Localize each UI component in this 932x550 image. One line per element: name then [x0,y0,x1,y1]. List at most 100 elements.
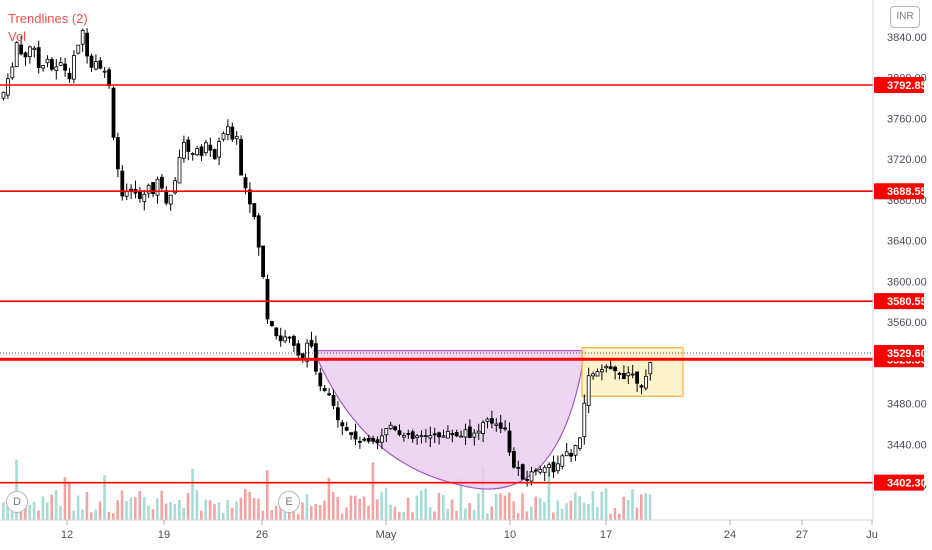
candle-body [230,126,235,140]
volume-bar [552,512,555,520]
volume-bar [393,506,397,520]
volume-bar [428,507,432,520]
volume-bar [622,496,625,520]
volume-bar [609,513,612,520]
volume-bar [415,495,419,520]
candle-body [525,478,529,481]
candle-body [591,373,595,377]
candle-body [54,66,59,71]
earnings-event-badge[interactable]: E [278,491,300,513]
volume-bar [569,500,573,520]
candle-body [243,177,248,189]
volume-bar [547,471,551,520]
level-price-tag [874,77,924,94]
candle-body [564,451,569,457]
volume-bar [305,494,309,520]
volume-bar [380,492,383,520]
volume-bar [640,494,643,520]
volume-bar [226,499,229,520]
candle-body [208,144,213,151]
candle-body [503,427,508,430]
candle-body [366,438,371,442]
level-price-label: 3402.30 [887,478,927,490]
candle-body [547,464,551,468]
candle-body [94,61,98,70]
candle-body [604,366,609,369]
volume-bar [446,508,449,520]
volume-bar [217,502,221,520]
candle-body [102,70,107,73]
dividend-event-badge[interactable]: D [6,491,28,513]
candle-body [520,464,525,480]
candle-body [309,339,314,347]
price-axis[interactable]: 3840.003800.003760.003720.003680.003640.… [887,32,927,492]
volume-bar [402,511,405,520]
volume-bar [142,496,146,520]
candle-body [498,422,503,429]
volume-bar [248,491,251,520]
time-tick-label: May [376,529,397,541]
time-axis[interactable]: 12 19 26 May 10 17 24 27 Ju [61,520,878,541]
level-price-tag [874,293,924,310]
candle-body [14,42,19,67]
candle-body [234,136,239,140]
chart-legend: Trendlines (2) Vol [8,10,88,46]
volume-bar [327,477,331,520]
candle-body [467,426,472,439]
candle-body [472,432,477,438]
price-tick-label: 3600.00 [887,276,927,288]
candle-body [111,87,116,138]
candle-body [459,435,464,438]
time-tick-label: 24 [724,529,736,541]
currency-badge[interactable]: INR [890,6,920,28]
volume-bar [72,510,75,520]
legend-trendlines[interactable]: Trendlines (2) [8,11,88,26]
candle-body [432,433,437,436]
candle-body [287,336,292,339]
volume-bar [160,490,163,520]
volume-bar [626,500,630,520]
candle-body [600,369,604,373]
volume-bar [244,489,247,520]
volume-bar [582,502,586,520]
volume-bar [274,505,278,520]
candle-body [481,422,486,434]
volume-bar [424,488,427,520]
candle-body [274,327,279,337]
volume-bar [310,506,313,520]
time-tick-label: 19 [158,529,170,541]
candle-body [129,188,134,191]
candle-body [146,184,151,194]
volume-bar [81,509,84,520]
candle-body [23,52,28,58]
time-tick-label: 17 [600,529,612,541]
volume-bar [46,502,49,520]
candle-body [107,69,111,86]
volume-bar [68,481,71,520]
candle-body [608,366,613,370]
candle-body [151,182,156,195]
legend-volume[interactable]: Vol [8,29,27,44]
candle-body [45,58,50,64]
candle-body [164,190,169,204]
candle-body [617,372,622,375]
time-tick-label: 12 [61,529,73,541]
candle-body [124,191,129,197]
candle-body [613,366,617,372]
candle-body [349,432,354,435]
candle-body [371,438,376,442]
volume-bar [354,495,357,520]
volume-bar [90,512,93,520]
volume-bar [178,500,181,520]
level-price-label: 3580.55 [887,296,927,308]
volume-bars [2,459,652,520]
volume-bar [499,493,502,520]
horizontal-levels[interactable] [0,84,873,484]
candle-body [595,371,600,377]
volume-bar [389,504,392,520]
volume-bar [521,493,524,520]
time-tick-label: 10 [504,529,516,541]
volume-bar [367,505,370,520]
volume-bar [477,493,480,520]
